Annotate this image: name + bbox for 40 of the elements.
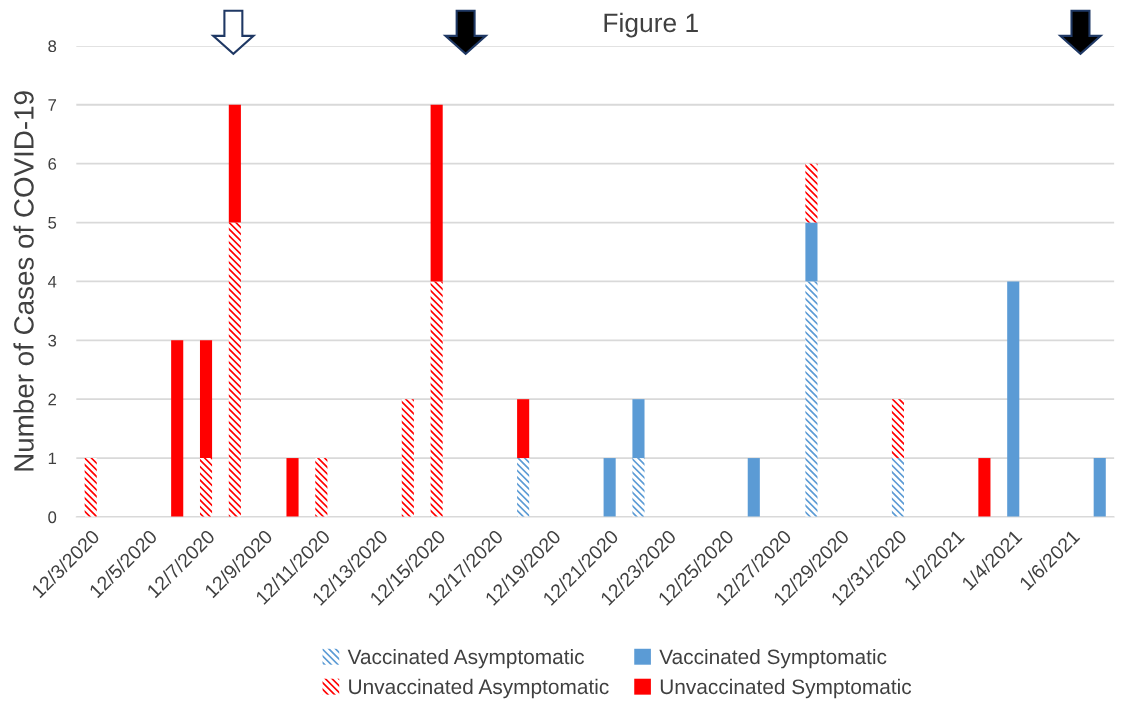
bar bbox=[401, 399, 414, 517]
bar bbox=[632, 399, 645, 459]
bar bbox=[805, 222, 818, 282]
legend-label: Vaccinated Asymptomatic bbox=[347, 648, 585, 669]
y-tick-label: 4 bbox=[47, 276, 57, 288]
bar bbox=[632, 458, 645, 517]
y-tick-label: 6 bbox=[48, 158, 57, 170]
bar bbox=[805, 281, 818, 517]
bar bbox=[747, 458, 760, 517]
y-tick-label: 8 bbox=[48, 40, 57, 53]
bar bbox=[891, 399, 904, 459]
chart-title: Figure 1 bbox=[604, 12, 698, 38]
legend-label: Unvaccinated Asymptomatic bbox=[349, 678, 609, 699]
bar bbox=[84, 458, 97, 517]
bar bbox=[1007, 281, 1020, 517]
y-tick-label: 2 bbox=[48, 393, 57, 406]
bar bbox=[228, 104, 241, 223]
bar bbox=[199, 340, 213, 459]
bar bbox=[286, 458, 299, 517]
bar bbox=[430, 281, 443, 517]
legend-label: Vaccinated Symptomatic bbox=[659, 648, 887, 669]
bar bbox=[1093, 458, 1106, 517]
bar bbox=[603, 458, 616, 517]
y-tick-label: 1 bbox=[48, 452, 57, 465]
bar bbox=[171, 340, 184, 517]
y-axis-title: Number of Cases of COVID-19 bbox=[13, 91, 34, 471]
bar bbox=[199, 458, 213, 517]
y-tick-label: 3 bbox=[48, 334, 57, 347]
y-tick-label: 7 bbox=[48, 99, 57, 111]
bar bbox=[517, 399, 530, 459]
bar bbox=[805, 163, 818, 223]
bar bbox=[891, 458, 904, 517]
bar bbox=[315, 458, 328, 517]
bar bbox=[517, 458, 530, 517]
y-tick-label: 0 bbox=[48, 511, 57, 524]
y-tick-label: 5 bbox=[48, 217, 57, 229]
bar bbox=[430, 104, 443, 282]
bar bbox=[978, 458, 991, 517]
legend-label: Unvaccinated Symptomatic bbox=[660, 678, 912, 699]
bar bbox=[228, 222, 241, 517]
